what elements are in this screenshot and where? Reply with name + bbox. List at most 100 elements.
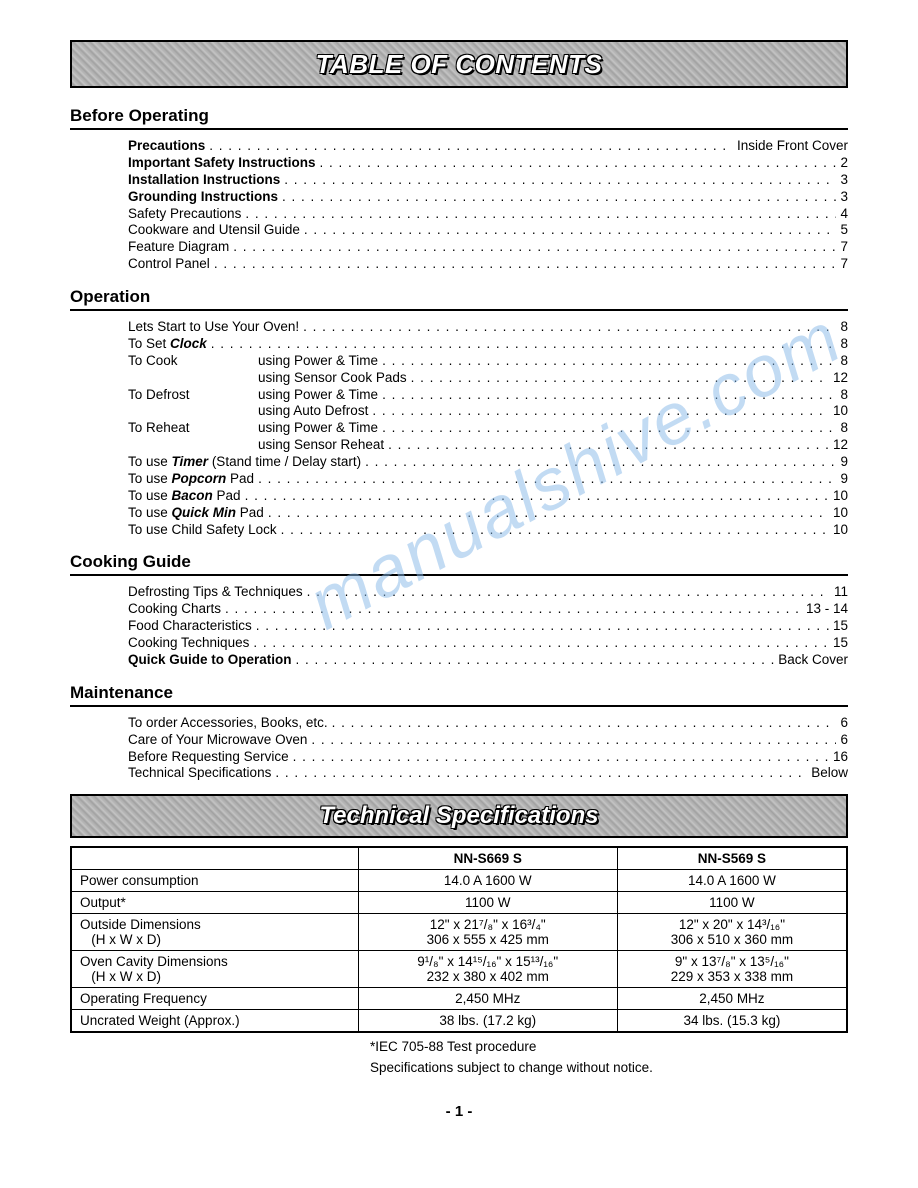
toc-row: To Cookusing Power & Time8 <box>128 353 848 370</box>
toc-row: To use Popcorn Pad9 <box>128 471 848 488</box>
spec-row-label: Operating Frequency <box>71 988 358 1010</box>
toc-sublabel: using Power & Time <box>258 387 378 404</box>
toc-lead <box>128 437 258 454</box>
spec-table: NN-S669 SNN-S569 SPower consumption 14.0 … <box>70 846 848 1033</box>
toc-label: Lets Start to Use Your Oven! <box>128 319 299 336</box>
toc-row: Cooking Techniques15 <box>128 635 848 652</box>
toc-row: To order Accessories, Books, etc.6 <box>128 715 848 732</box>
spec-row: Operating Frequency2,450 MHz2,450 MHz <box>71 988 847 1010</box>
spec-cell-a: 38 lbs. (17.2 kg) <box>358 1010 617 1033</box>
toc-dots <box>372 403 829 420</box>
toc-dots <box>293 749 829 766</box>
toc-label: Care of Your Microwave Oven <box>128 732 307 749</box>
toc-page: 11 <box>834 584 848 601</box>
spec-row: Oven Cavity Dimensions (H x W x D)9¹/₈" … <box>71 951 847 988</box>
spec-header-model: NN-S569 S <box>617 847 847 870</box>
toc-page: 8 <box>840 353 848 370</box>
toc-row: To use Bacon Pad10 <box>128 488 848 505</box>
toc-label: To use Timer (Stand time / Delay start) <box>128 454 361 471</box>
spec-row: Uncrated Weight (Approx.)38 lbs. (17.2 k… <box>71 1010 847 1033</box>
toc-page: 10 <box>833 522 848 539</box>
spec-row: Outside Dimensions (H x W x D)12" x 21⁷/… <box>71 914 847 951</box>
toc-operation: Lets Start to Use Your Oven! 8 To Set Cloc… <box>128 319 848 538</box>
toc-dots <box>382 420 836 437</box>
toc-row: using Sensor Cook Pads 12 <box>128 370 848 387</box>
toc-row: To use Timer (Stand time / Delay start) 9 <box>128 454 848 471</box>
section-cooking-guide: Cooking Guide <box>70 552 848 576</box>
toc-label: To Set Clock <box>128 336 207 353</box>
toc-dots <box>284 172 836 189</box>
toc-dots <box>275 765 807 782</box>
toc-lead: To Cook <box>128 353 258 370</box>
toc-page: 2 <box>840 155 848 172</box>
spec-note-1: *IEC 705-88 Test procedure <box>370 1039 848 1054</box>
toc-dots <box>382 353 836 370</box>
toc-row: Grounding Instructions3 <box>128 189 848 206</box>
toc-label: Cookware and Utensil Guide <box>128 222 300 239</box>
spec-cell-a: 9¹/₈" x 14¹⁵/₁₆" x 15¹³/₁₆"232 x 380 x 4… <box>358 951 617 988</box>
spec-cell-b: 12" x 20" x 14³/₁₆"306 x 510 x 360 mm <box>617 914 847 951</box>
toc-row: To use Quick Min Pad10 <box>128 505 848 522</box>
spec-cell-b: 14.0 A 1600 W <box>617 870 847 892</box>
toc-row: using Sensor Reheat12 <box>128 437 848 454</box>
toc-page: 8 <box>840 420 848 437</box>
toc-dots <box>233 239 836 256</box>
toc-lead <box>128 370 258 387</box>
spec-cell-b: 9" x 13⁷/₈" x 13⁵/₁₆"229 x 353 x 338 mm <box>617 951 847 988</box>
section-operation: Operation <box>70 287 848 311</box>
spec-cell-a: 2,450 MHz <box>358 988 617 1010</box>
toc-page: Below <box>811 765 848 782</box>
toc-page: 6 <box>840 715 848 732</box>
toc-dots <box>225 601 802 618</box>
toc-sublabel: using Power & Time <box>258 420 378 437</box>
toc-cooking-guide: Defrosting Tips & Techniques11Cooking Ch… <box>128 584 848 668</box>
toc-page: 4 <box>840 206 848 223</box>
toc-row: Cooking Charts13 - 14 <box>128 601 848 618</box>
toc-dots <box>258 471 836 488</box>
toc-row: Care of Your Microwave Oven6 <box>128 732 848 749</box>
toc-label: Important Safety Instructions <box>128 155 316 172</box>
toc-page: 10 <box>833 505 848 522</box>
spec-note-2: Specifications subject to change without… <box>370 1060 848 1075</box>
toc-page: 12 <box>833 437 848 454</box>
toc-lead: To Reheat <box>128 420 258 437</box>
toc-dots <box>253 635 829 652</box>
toc-page: 3 <box>840 189 848 206</box>
toc-banner: TABLE OF CONTENTS <box>70 40 848 88</box>
toc-label: Food Characteristics <box>128 618 252 635</box>
toc-label: Feature Diagram <box>128 239 229 256</box>
toc-page: 10 <box>833 403 848 420</box>
toc-dots <box>388 437 829 454</box>
spec-cell-a: 1100 W <box>358 892 617 914</box>
toc-maintenance: To order Accessories, Books, etc.6Care o… <box>128 715 848 783</box>
toc-row: Lets Start to Use Your Oven! 8 <box>128 319 848 336</box>
toc-page: 8 <box>840 319 848 336</box>
toc-row: Defrosting Tips & Techniques11 <box>128 584 848 601</box>
toc-row: Cookware and Utensil Guide5 <box>128 222 848 239</box>
toc-row: Before Requesting Service16 <box>128 749 848 766</box>
spec-header-row: NN-S669 SNN-S569 S <box>71 847 847 870</box>
toc-banner-title: TABLE OF CONTENTS <box>316 49 603 79</box>
toc-page: 12 <box>833 370 848 387</box>
toc-row: Important Safety Instructions 2 <box>128 155 848 172</box>
toc-page: 9 <box>840 454 848 471</box>
toc-row: using Auto Defrost10 <box>128 403 848 420</box>
toc-dots <box>332 715 837 732</box>
toc-page: 13 - 14 <box>806 601 848 618</box>
toc-dots <box>282 189 836 206</box>
toc-sublabel: using Sensor Cook Pads <box>258 370 407 387</box>
toc-lead: To Defrost <box>128 387 258 404</box>
toc-label: Safety Precautions <box>128 206 241 223</box>
toc-dots <box>365 454 836 471</box>
toc-page: 9 <box>840 471 848 488</box>
toc-page: Back Cover <box>778 652 848 669</box>
toc-dots <box>296 652 775 669</box>
page-number: - 1 - <box>70 1103 848 1120</box>
toc-dots <box>214 256 837 273</box>
spec-row-label: Power consumption <box>71 870 358 892</box>
toc-page: 7 <box>840 256 848 273</box>
toc-page: Inside Front Cover <box>737 138 848 155</box>
toc-dots <box>245 206 836 223</box>
toc-row: Feature Diagram7 <box>128 239 848 256</box>
toc-row: Control Panel7 <box>128 256 848 273</box>
